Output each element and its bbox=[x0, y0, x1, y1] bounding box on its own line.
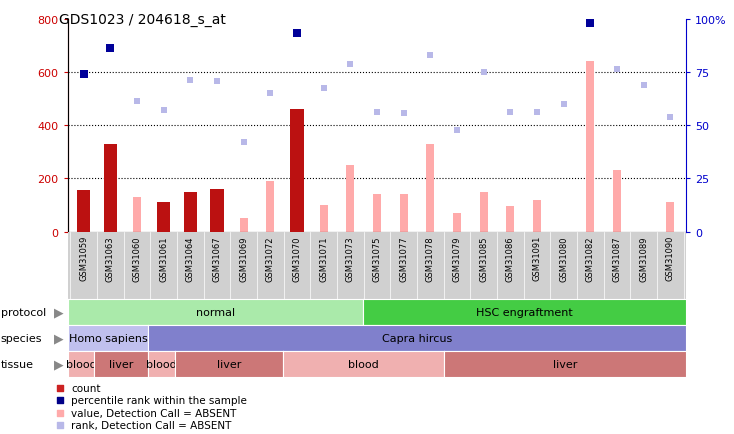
Text: liver: liver bbox=[553, 360, 578, 369]
Point bbox=[78, 71, 90, 78]
Point bbox=[131, 99, 142, 105]
Text: Capra hircus: Capra hircus bbox=[382, 334, 452, 343]
Text: Homo sapiens: Homo sapiens bbox=[68, 334, 148, 343]
Text: GSM31080: GSM31080 bbox=[559, 236, 568, 281]
Text: value, Detection Call = ABSENT: value, Detection Call = ABSENT bbox=[71, 408, 236, 418]
Text: GSM31086: GSM31086 bbox=[506, 236, 515, 281]
Bar bbox=[426, 145, 435, 232]
Bar bbox=[479, 192, 487, 232]
Point bbox=[264, 90, 276, 97]
Text: GSM31087: GSM31087 bbox=[612, 236, 622, 281]
Bar bbox=[586, 62, 595, 232]
Point bbox=[424, 52, 436, 59]
Text: GSM31071: GSM31071 bbox=[319, 236, 328, 281]
Point bbox=[238, 140, 250, 147]
Text: GSM31075: GSM31075 bbox=[372, 236, 382, 281]
Text: GSM31060: GSM31060 bbox=[132, 236, 142, 281]
Text: GSM31067: GSM31067 bbox=[212, 236, 222, 281]
Text: blood: blood bbox=[348, 360, 379, 369]
Text: liver: liver bbox=[109, 360, 134, 369]
Bar bbox=[239, 219, 247, 232]
Bar bbox=[506, 207, 515, 232]
Text: tissue: tissue bbox=[1, 360, 34, 369]
Bar bbox=[319, 206, 327, 232]
Text: GSM31078: GSM31078 bbox=[426, 236, 435, 281]
Bar bbox=[77, 191, 90, 232]
Point bbox=[54, 409, 66, 416]
Point bbox=[398, 110, 410, 117]
Point bbox=[451, 128, 463, 135]
Text: ▶: ▶ bbox=[54, 332, 64, 345]
Bar bbox=[346, 166, 355, 232]
Bar bbox=[533, 201, 541, 232]
Point bbox=[211, 79, 222, 85]
Point bbox=[638, 82, 650, 89]
Text: normal: normal bbox=[196, 308, 235, 317]
Text: count: count bbox=[71, 383, 101, 393]
Text: GSM31089: GSM31089 bbox=[639, 236, 648, 281]
Text: GSM31059: GSM31059 bbox=[79, 236, 88, 281]
Point bbox=[611, 66, 623, 73]
Bar bbox=[666, 203, 675, 232]
Text: GSM31072: GSM31072 bbox=[266, 236, 275, 281]
Text: GSM31069: GSM31069 bbox=[239, 236, 248, 281]
Bar bbox=[184, 192, 197, 232]
Text: GSM31090: GSM31090 bbox=[666, 236, 675, 281]
Bar bbox=[266, 182, 275, 232]
Text: blood: blood bbox=[146, 360, 177, 369]
Bar bbox=[373, 195, 381, 232]
Text: rank, Detection Call = ABSENT: rank, Detection Call = ABSENT bbox=[71, 420, 231, 430]
Bar bbox=[290, 110, 304, 232]
Text: GSM31082: GSM31082 bbox=[586, 236, 595, 281]
Point bbox=[54, 397, 66, 404]
Text: percentile rank within the sample: percentile rank within the sample bbox=[71, 395, 247, 405]
Bar bbox=[210, 190, 224, 232]
Text: GSM31073: GSM31073 bbox=[346, 236, 355, 281]
Point bbox=[291, 31, 302, 38]
Point bbox=[584, 19, 596, 26]
Point bbox=[664, 115, 676, 122]
Bar bbox=[453, 214, 461, 232]
Point bbox=[558, 101, 570, 108]
Point bbox=[158, 108, 170, 115]
Text: GSM31079: GSM31079 bbox=[452, 236, 462, 281]
Point bbox=[344, 61, 356, 68]
Point bbox=[318, 85, 330, 92]
Text: GDS1023 / 204618_s_at: GDS1023 / 204618_s_at bbox=[59, 13, 225, 27]
Text: ▶: ▶ bbox=[54, 306, 64, 319]
Text: GSM31077: GSM31077 bbox=[399, 236, 408, 281]
Text: species: species bbox=[1, 334, 43, 343]
Point bbox=[184, 77, 196, 84]
Text: GSM31061: GSM31061 bbox=[159, 236, 168, 281]
Text: ▶: ▶ bbox=[54, 358, 64, 371]
Text: GSM31085: GSM31085 bbox=[479, 236, 488, 281]
Point bbox=[478, 69, 490, 76]
Bar bbox=[399, 195, 407, 232]
Point bbox=[584, 20, 596, 27]
Bar bbox=[613, 171, 621, 232]
Bar bbox=[157, 203, 170, 232]
Text: GSM31070: GSM31070 bbox=[292, 236, 302, 281]
Text: GSM31091: GSM31091 bbox=[532, 236, 542, 281]
Point bbox=[504, 109, 516, 116]
Text: protocol: protocol bbox=[1, 308, 46, 317]
Text: GSM31064: GSM31064 bbox=[186, 236, 195, 281]
Text: liver: liver bbox=[217, 360, 241, 369]
Point bbox=[54, 421, 66, 428]
Text: blood: blood bbox=[65, 360, 96, 369]
Point bbox=[54, 384, 66, 391]
Point bbox=[531, 109, 543, 116]
Point bbox=[104, 46, 116, 53]
Text: HSC engraftment: HSC engraftment bbox=[476, 308, 573, 317]
Bar bbox=[103, 145, 117, 232]
Point bbox=[371, 109, 383, 116]
Bar bbox=[133, 197, 141, 232]
Text: GSM31063: GSM31063 bbox=[106, 236, 115, 281]
